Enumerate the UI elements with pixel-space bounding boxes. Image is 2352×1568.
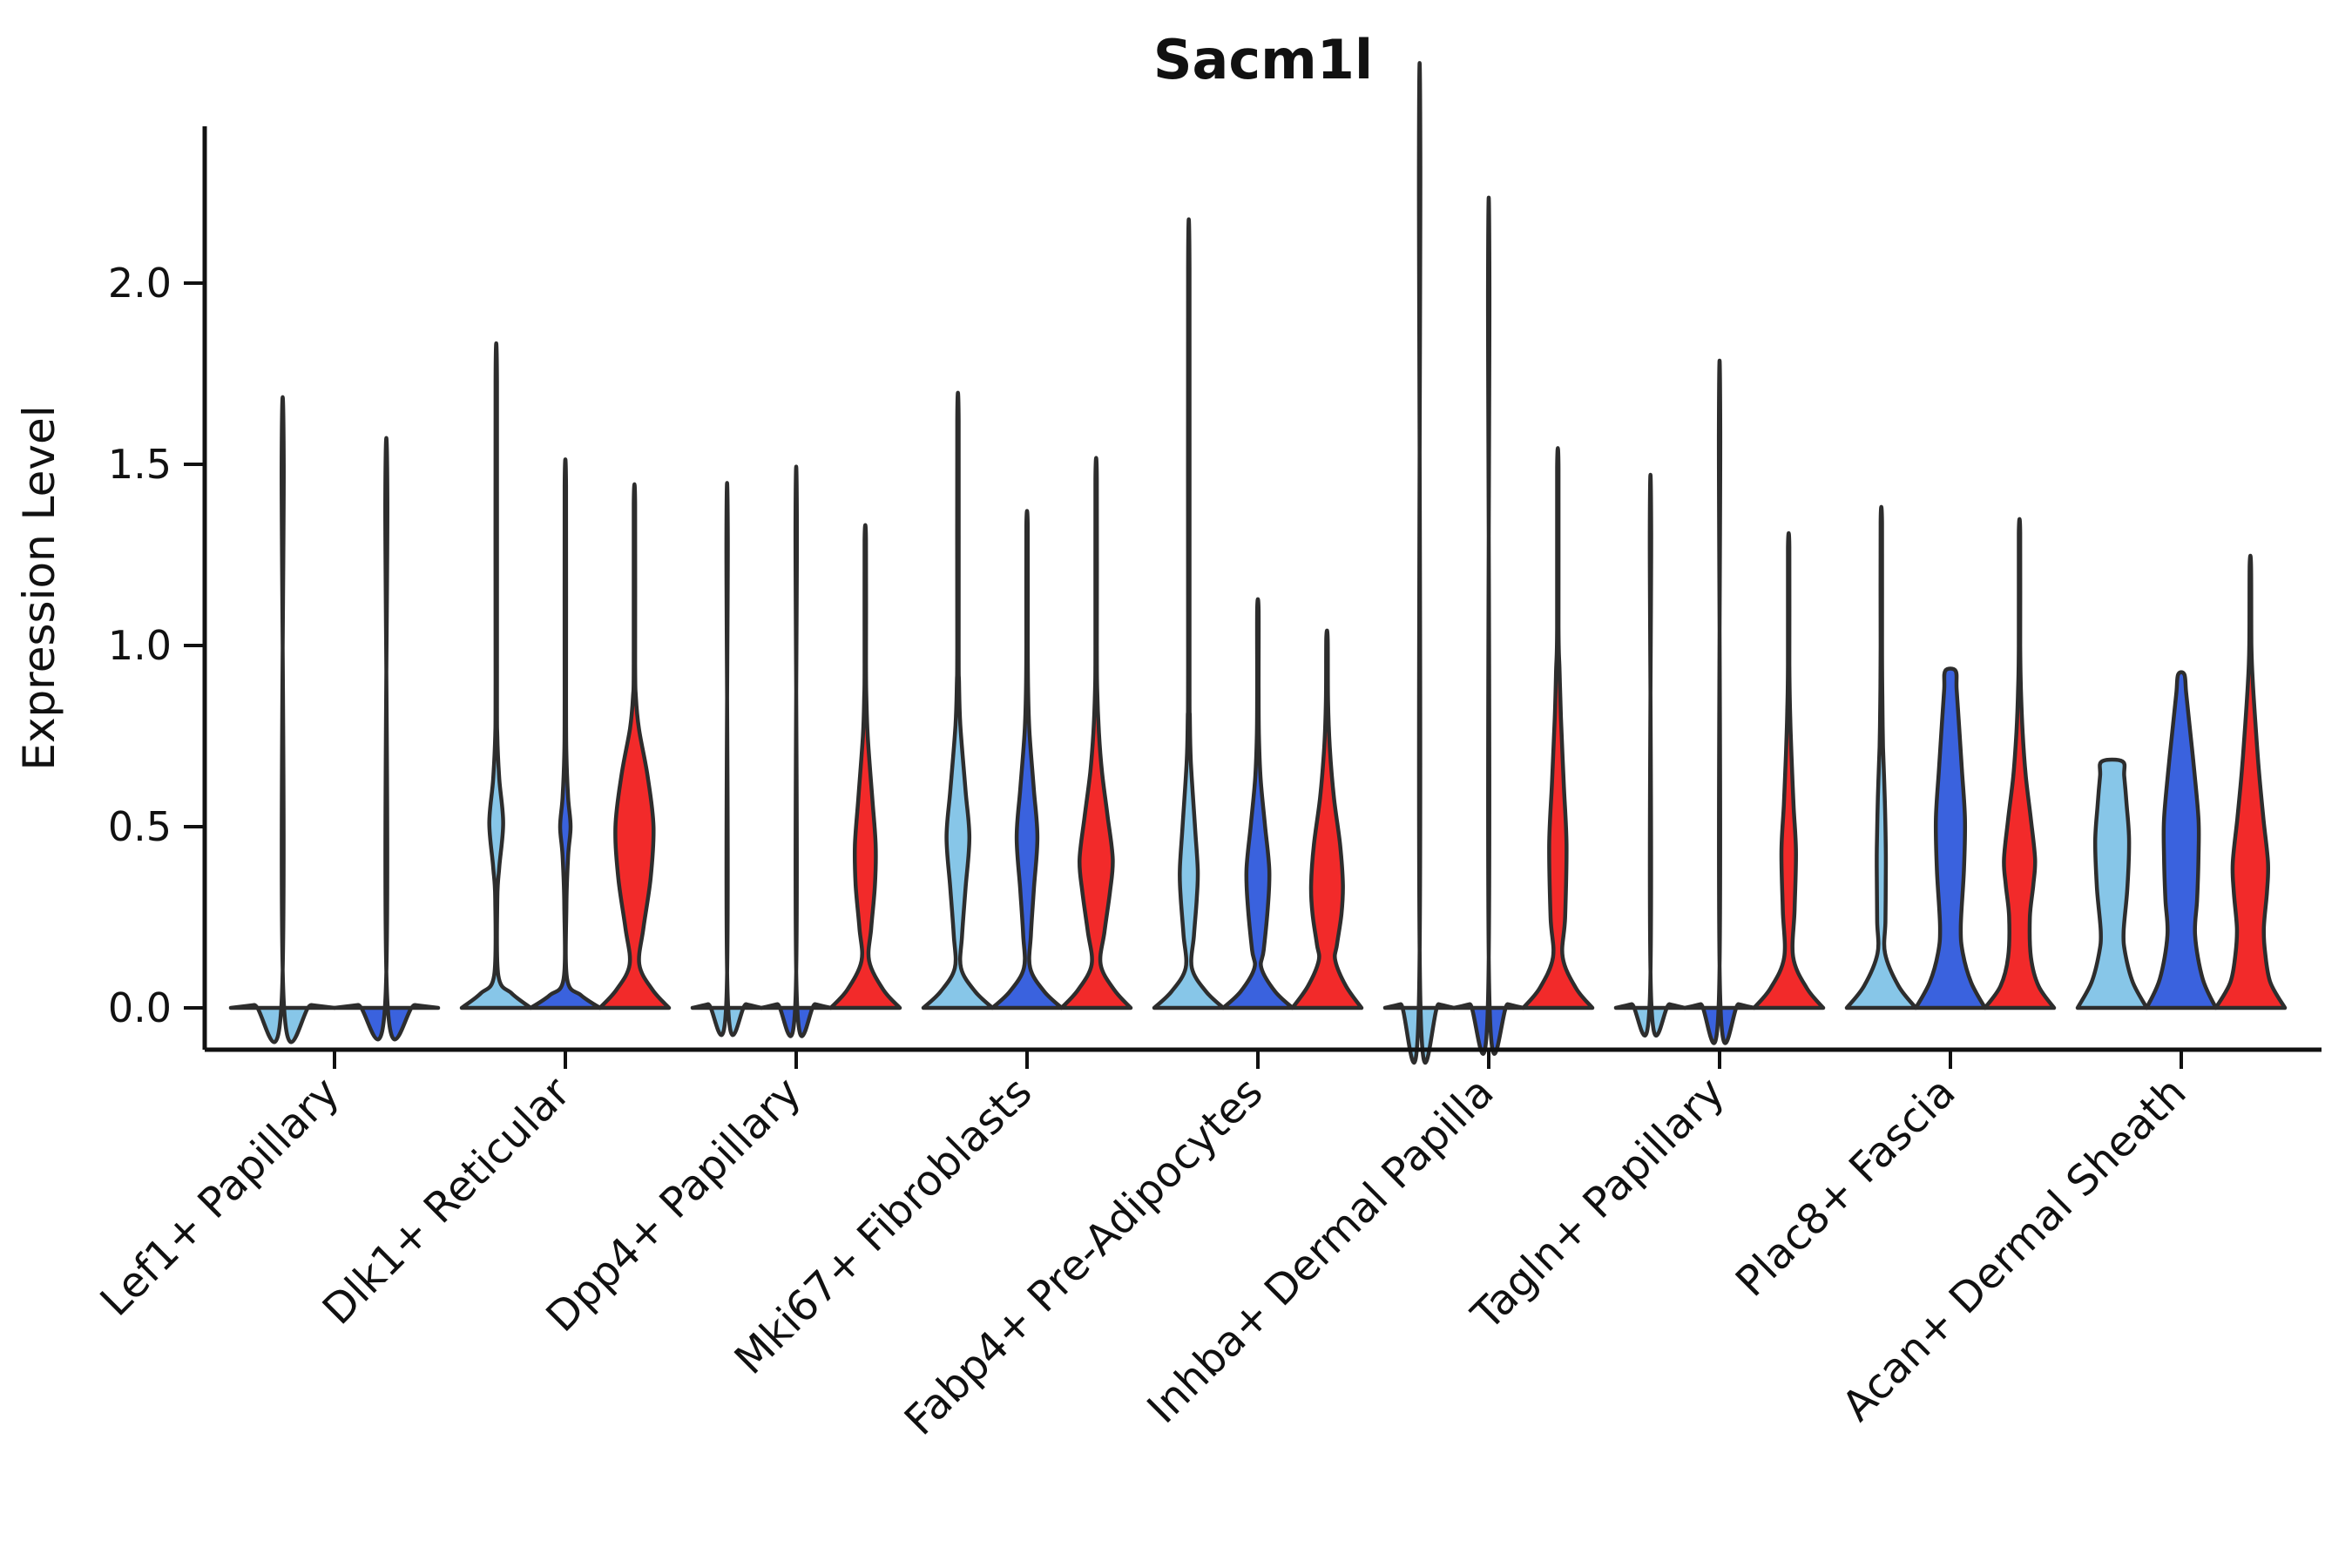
x-tick-label: Dpp4+ Papillary <box>537 1068 810 1342</box>
violin-red <box>598 482 672 1010</box>
violin-light_blue <box>2075 757 2149 1010</box>
chart-title: Sacm1l <box>1153 28 1373 91</box>
violin-dark_blue <box>760 464 833 1038</box>
violin-dark_blue <box>1683 359 1756 1045</box>
violin-red <box>1059 456 1133 1010</box>
violin-light_blue <box>1613 472 1687 1038</box>
violin-dark_blue <box>332 436 441 1042</box>
x-tick-label: Plac8+ Fascia <box>1727 1068 1965 1307</box>
violin-red <box>1983 517 2057 1010</box>
violin-red <box>1521 446 1595 1010</box>
violin-dark_blue <box>1221 597 1294 1010</box>
y-tick-label: 0.5 <box>108 803 172 850</box>
violin-dark_blue <box>1914 666 1987 1010</box>
y-tick-label: 2.0 <box>108 260 172 307</box>
x-tick-label: Tagln+ Papillary <box>1462 1068 1734 1340</box>
violin-red <box>2213 553 2288 1010</box>
violin-dark_blue <box>990 509 1064 1010</box>
y-tick-label: 1.0 <box>108 622 172 669</box>
y-tick-label: 0.0 <box>108 984 172 1031</box>
violin-light_blue <box>228 395 337 1044</box>
violin-light_blue <box>921 390 995 1010</box>
violin-light_blue <box>1382 61 1456 1065</box>
y-tick-label: 1.5 <box>108 441 172 488</box>
violin-light_blue <box>459 341 533 1010</box>
violin-dark_blue <box>529 457 602 1010</box>
violin-light_blue <box>1152 217 1226 1010</box>
violin-dark_blue <box>1452 195 1525 1056</box>
violin-red <box>828 523 902 1010</box>
violins-layer <box>228 61 2288 1065</box>
violin-red <box>1752 531 1826 1010</box>
x-tick-label: Dlk1+ Reticular <box>314 1068 580 1335</box>
y-axis-label: Expression Level <box>14 405 64 770</box>
violin-red <box>1290 628 1364 1010</box>
x-tick-label: Lef1+ Papillary <box>91 1068 349 1326</box>
violin-light_blue <box>690 481 764 1037</box>
violin-dark_blue <box>2145 670 2218 1010</box>
violin-light_blue <box>1844 504 1918 1010</box>
